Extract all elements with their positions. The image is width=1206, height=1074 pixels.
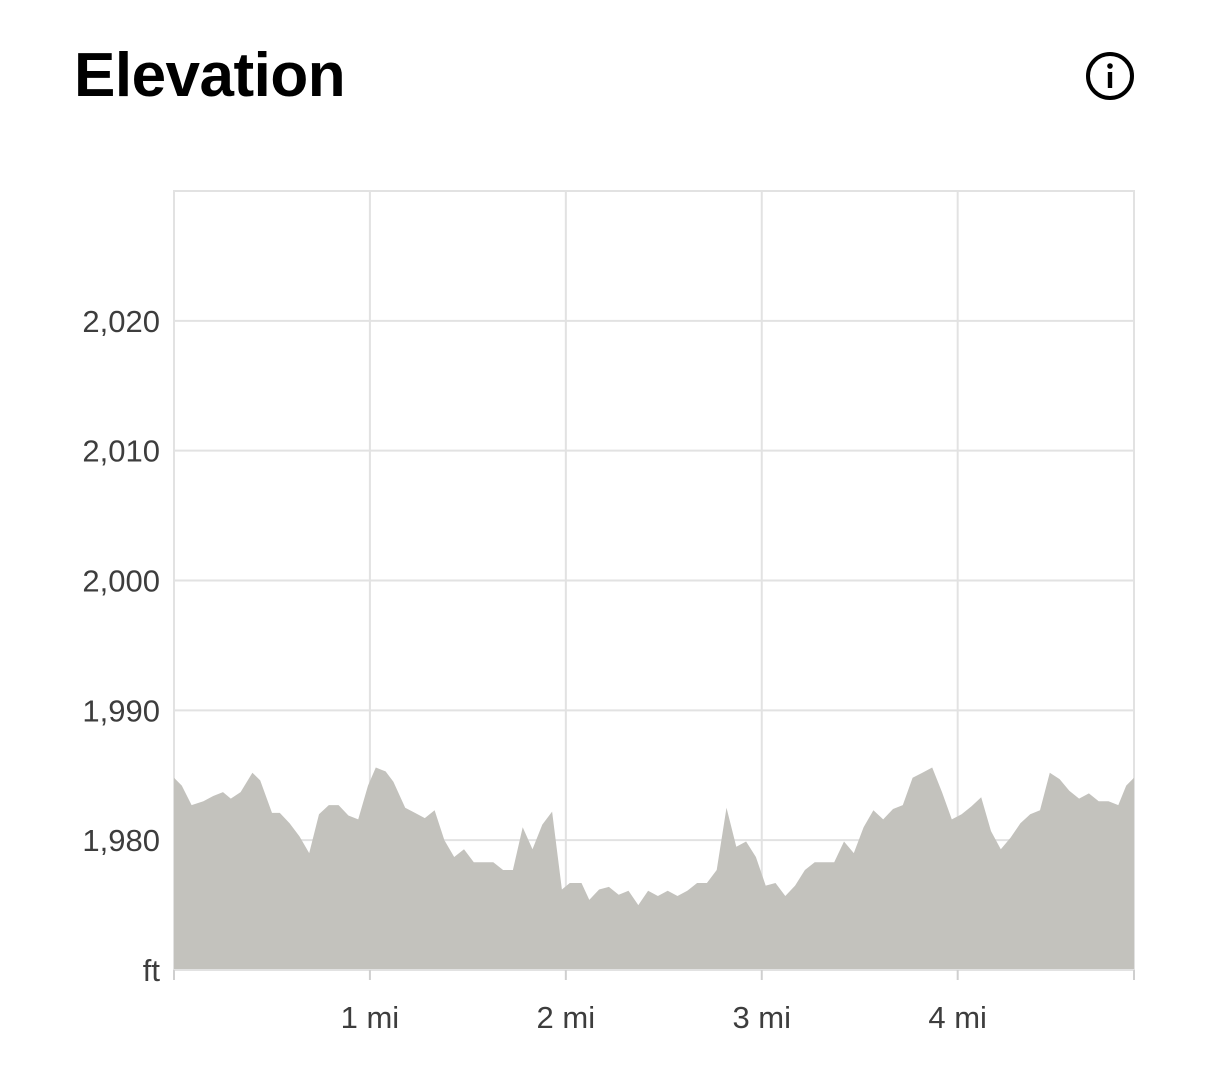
y-tick-label: 1,980: [82, 823, 160, 858]
label-layer: 1 mi 2 mi 3 mi 4 mi 1,980 1,990 2,000 2,010 2,02…: [82, 304, 987, 1035]
axis-layer: [173, 969, 1135, 980]
y-unit-label: ft: [143, 953, 161, 988]
area-layer: [173, 767, 1135, 970]
x-tick-label: 1 mi: [341, 1000, 400, 1035]
elevation-chart-container: 1 mi 2 mi 3 mi 4 mi 1,980 1,990 2,000 2,010 2,02…: [0, 150, 1206, 1050]
info-circle-icon: [1086, 52, 1134, 100]
info-button[interactable]: [1084, 50, 1136, 102]
y-tick-label: 2,010: [82, 434, 160, 469]
elevation-area: [174, 767, 1134, 970]
x-tick-label: 4 mi: [928, 1000, 987, 1035]
y-tick-label: 2,020: [82, 304, 160, 339]
y-tick-label: 2,000: [82, 564, 160, 599]
page-title: Elevation: [74, 41, 346, 110]
chart-header: Elevation: [74, 38, 1136, 114]
x-tick-label: 3 mi: [732, 1000, 791, 1035]
y-tick-label: 1,990: [82, 693, 160, 728]
elevation-chart: 1 mi 2 mi 3 mi 4 mi 1,980 1,990 2,000 2,010 2,02…: [82, 190, 1135, 1035]
x-tick-label: 2 mi: [537, 1000, 596, 1035]
